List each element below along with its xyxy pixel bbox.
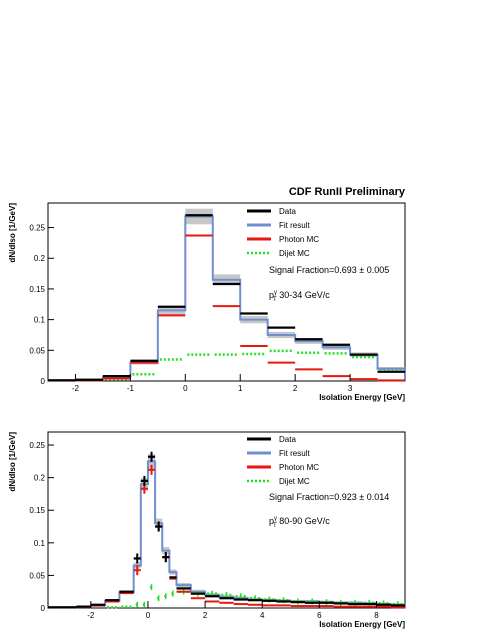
plot-frame bbox=[47, 431, 406, 609]
plot-frame bbox=[47, 202, 406, 382]
signal-fraction-label: Signal Fraction=0.693 ± 0.005 bbox=[269, 265, 389, 275]
y-tick-label: 0 bbox=[41, 604, 46, 613]
x-tick-label: -1 bbox=[127, 384, 135, 393]
y-tick-label: 0.05 bbox=[29, 346, 45, 355]
x-tick-label: 0 bbox=[146, 611, 151, 620]
x-axis-title: Isolation Energy [GeV] bbox=[319, 620, 405, 629]
y-tick-label: 0.1 bbox=[34, 539, 46, 548]
legend-label: Data bbox=[279, 435, 296, 444]
y-tick-label: 0.2 bbox=[34, 254, 46, 263]
x-tick-label: -2 bbox=[87, 611, 95, 620]
legend-label: Dijet MC bbox=[279, 477, 310, 486]
y-tick-label: 0.15 bbox=[29, 506, 45, 515]
legend-label: Photon MC bbox=[279, 463, 319, 472]
y-tick-label: 0.15 bbox=[29, 285, 45, 294]
x-tick-label: -2 bbox=[72, 384, 80, 393]
figure-title: CDF RunII Preliminary bbox=[288, 186, 405, 198]
x-tick-label: 2 bbox=[293, 384, 298, 393]
y-tick-label: 0.05 bbox=[29, 571, 45, 580]
x-tick-label: 0 bbox=[183, 384, 188, 393]
x-tick-label: 4 bbox=[260, 611, 265, 620]
series-fit-result bbox=[47, 215, 406, 382]
y-tick-label: 0.25 bbox=[29, 441, 45, 450]
pt-range-label: pγ T 80-90 GeV/c bbox=[269, 516, 330, 529]
x-tick-label: 8 bbox=[374, 611, 379, 620]
y-tick-label: 0 bbox=[41, 377, 46, 386]
legend-label: Data bbox=[279, 207, 296, 216]
x-tick-label: 2 bbox=[203, 611, 208, 620]
x-tick-label: 3 bbox=[348, 384, 353, 393]
legend-label: Photon MC bbox=[279, 235, 319, 244]
signal-fraction-label: Signal Fraction=0.923 ± 0.014 bbox=[269, 492, 389, 502]
y-tick-label: 0.25 bbox=[29, 224, 45, 233]
y-tick-label: 0.2 bbox=[34, 474, 46, 483]
y-axis-title: dN/dIso [1/GeV] bbox=[8, 432, 17, 492]
figure-header: CDF RunII Preliminary bbox=[0, 186, 491, 204]
x-axis-title: Isolation Energy [GeV] bbox=[319, 393, 405, 402]
legend-label: Dijet MC bbox=[279, 249, 310, 258]
y-tick-label: 0.1 bbox=[34, 316, 46, 325]
y-axis-title: dN/dIso [1/GeV] bbox=[8, 203, 17, 263]
x-tick-label: 6 bbox=[317, 611, 322, 620]
legend-label: Fit result bbox=[279, 449, 310, 458]
legend-label: Fit result bbox=[279, 221, 310, 230]
pt-range-label: pγ T 30-34 GeV/c bbox=[269, 290, 330, 303]
series-fit-result bbox=[47, 460, 406, 609]
x-tick-label: 1 bbox=[238, 384, 243, 393]
